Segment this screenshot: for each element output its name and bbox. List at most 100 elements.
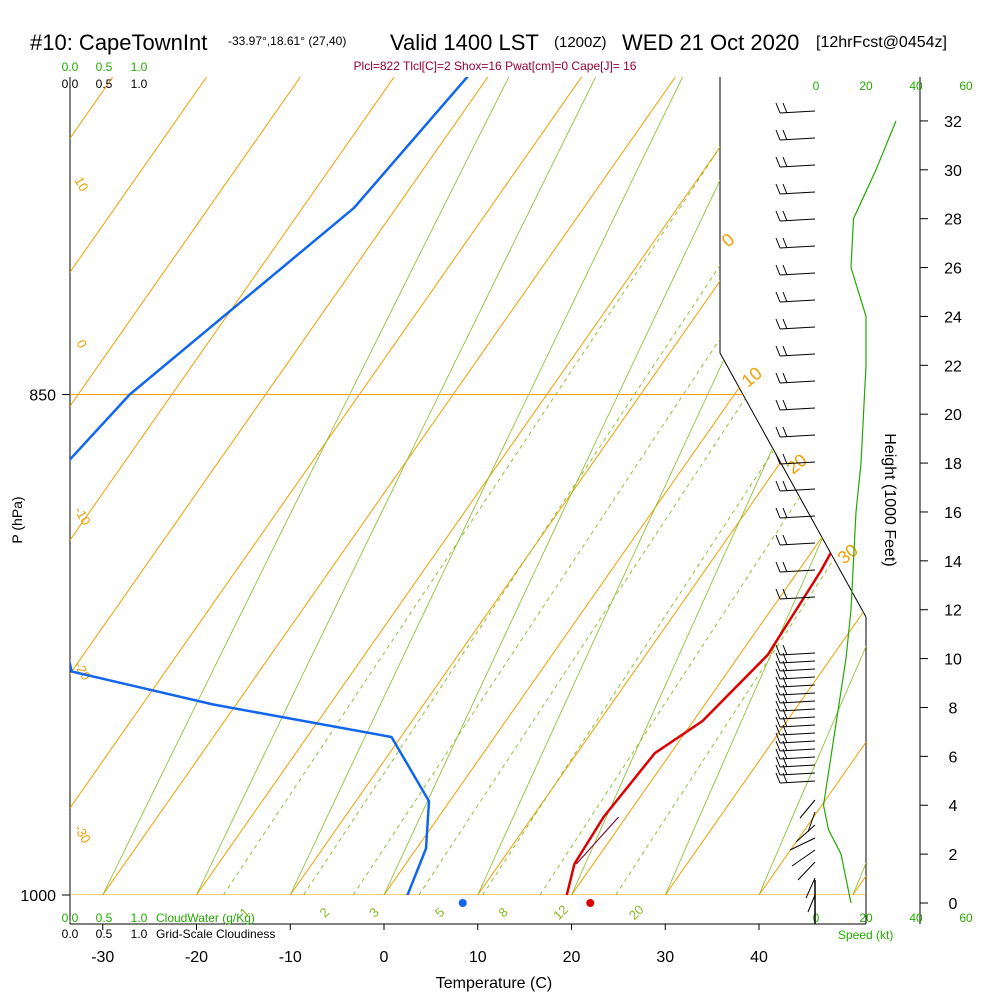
wind-barb-staff	[779, 652, 816, 656]
wind-barb-flag	[775, 372, 781, 384]
wind-barb-flag	[775, 644, 781, 656]
wind-barb-flag	[775, 183, 781, 195]
wind-barb-staff	[779, 740, 816, 744]
wind-barb-flag	[782, 102, 788, 114]
dry-adiabat-line	[852, 77, 866, 895]
wind-barb-flag	[782, 652, 788, 664]
wind-barb	[807, 894, 816, 913]
cloudiness-tick-top: 0.0	[62, 77, 79, 91]
isotherm-label: -20	[71, 659, 93, 683]
wind-barb-flag	[775, 652, 781, 664]
wind-barb-staff	[779, 716, 816, 720]
x-tick-label: -20	[185, 949, 208, 966]
wind-barb-staff	[807, 811, 816, 833]
title-main: #10: CapeTownInt	[30, 30, 207, 55]
cloudiness-tick-bottom: 0.0	[62, 927, 79, 941]
temperature-line	[558, 77, 866, 895]
isotherm-line	[70, 77, 301, 895]
wind-barb-staff	[807, 894, 816, 913]
cloudwater-tick-top: 1.0	[131, 60, 148, 74]
height-tick-label: 14	[944, 554, 962, 571]
isotherm-line	[664, 77, 866, 895]
wind-barb-staff	[779, 299, 816, 303]
wind-barb-flag	[782, 426, 788, 438]
wind-barb-flag	[782, 129, 788, 141]
wind-barb-flag	[775, 764, 781, 776]
wind-barb-flag	[782, 684, 788, 696]
mixing-ratio-line	[418, 77, 866, 895]
wind-barb-flag	[782, 724, 788, 736]
speed-axis-label: Speed (kt)	[838, 928, 893, 942]
wind-barb-staff	[779, 515, 816, 519]
wind-barb	[775, 764, 816, 776]
mixing-ratio-label: 5	[432, 904, 448, 920]
wind-barb-staff	[779, 542, 816, 546]
wind-barb-staff	[797, 861, 816, 881]
isotherm-line	[70, 77, 489, 895]
surface-temperature-marker	[586, 899, 595, 907]
pressure-tick-label: 1000	[20, 888, 56, 905]
speed-tick-label-bottom: 0	[813, 911, 820, 925]
wind-barb-flag	[775, 700, 781, 712]
wind-barb-staff	[779, 596, 816, 600]
wind-barb-flag	[775, 668, 781, 680]
dewpoint-line	[70, 77, 866, 895]
wind-barb-flag	[775, 588, 781, 600]
wind-barb-flag	[775, 507, 781, 519]
wind-barb-staff	[779, 668, 816, 672]
wind-barb	[775, 561, 816, 573]
wind-barb-staff	[779, 218, 816, 222]
wind-barb-staff	[779, 569, 816, 573]
isotherm-line	[947, 77, 1000, 895]
isotherm-line	[852, 77, 866, 895]
wind-barb	[775, 676, 816, 688]
axes: -30-20-100102030402503004005007008501000…	[20, 60, 973, 966]
wind-barb-flag	[775, 480, 781, 492]
dry-adiabat-line	[196, 77, 866, 895]
wind-barb-flag	[782, 345, 788, 357]
dry-adiabat-line	[571, 77, 866, 895]
title-date: WED 21 Oct 2020	[622, 30, 799, 55]
isotherm-line	[289, 77, 864, 895]
height-tick-label: 8	[949, 700, 958, 717]
wind-barb	[775, 588, 816, 600]
x-tick-label: 20	[563, 949, 581, 966]
wind-barb	[807, 811, 816, 833]
cloudiness-label: Grid-Scale Cloudiness	[156, 927, 275, 941]
wind-barb-flag	[775, 684, 781, 696]
height-tick-label: 28	[944, 212, 962, 229]
wind-barb	[775, 480, 816, 492]
wind-barb-staff	[779, 772, 816, 776]
isotherm-line	[102, 77, 676, 895]
wind-barb-flag	[782, 237, 788, 249]
wind-barb	[775, 732, 816, 744]
wind-barb	[795, 824, 816, 843]
wind-barb-flag	[782, 291, 788, 303]
speed-tick-label-top: 20	[859, 79, 873, 93]
isotherm-label: -10	[71, 504, 93, 528]
wind-barb-flag	[775, 534, 781, 546]
wind-barb-flag	[775, 345, 781, 357]
mixing-ratio-line	[352, 77, 866, 895]
wind-barb-staff	[779, 724, 816, 728]
speed-profile	[822, 120, 897, 904]
wind-barb	[775, 453, 816, 465]
x-tick-label: 0	[380, 949, 389, 966]
wind-barb-flag	[782, 507, 788, 519]
wind-barb-staff	[779, 676, 816, 680]
isotherm-label: 10	[71, 174, 91, 194]
speed-line	[822, 120, 897, 904]
wind-barb-staff	[779, 660, 816, 664]
wind-barb-staff	[779, 407, 816, 411]
wind-barb-flag	[782, 716, 788, 728]
wind-barb-staff	[779, 764, 816, 768]
title-coords: -33.97°,18.61° (27,40)	[228, 34, 346, 48]
wind-barb-staff	[779, 245, 816, 249]
wind-barb-flag	[782, 156, 788, 168]
pressure-tick-label: 850	[29, 387, 56, 404]
wind-barb-flag	[775, 156, 781, 168]
height-tick-label: 16	[944, 505, 962, 522]
wind-barb-flag	[775, 291, 781, 303]
isotherm-label: 30	[834, 540, 862, 568]
